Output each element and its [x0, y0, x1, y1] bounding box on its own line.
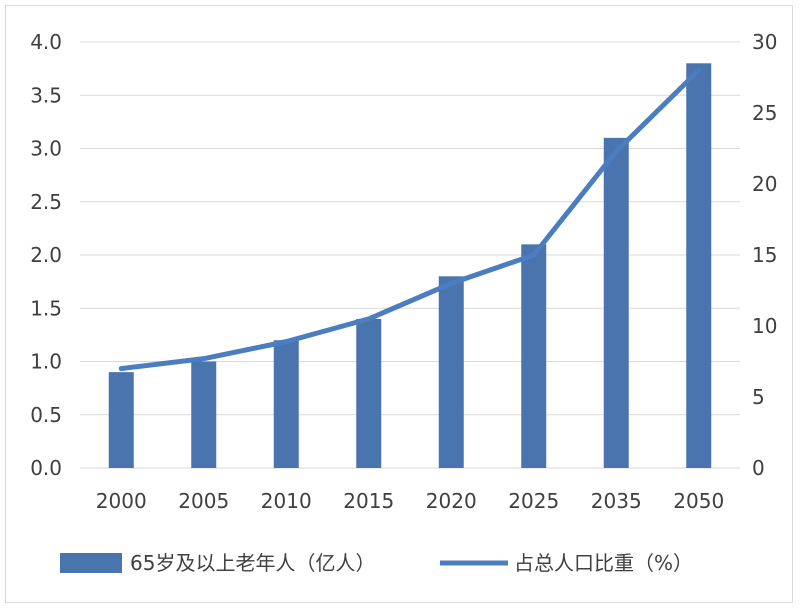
bar-2020	[438, 276, 464, 468]
bar-2010	[273, 340, 299, 468]
left-tick-label: 3.5	[30, 83, 62, 107]
x-tick-label: 2025	[508, 489, 559, 513]
left-tick-label: 4.0	[30, 30, 62, 54]
x-tick-label: 2015	[343, 489, 394, 513]
x-tick-label: 2050	[673, 489, 724, 513]
left-tick-label: 2.5	[30, 190, 62, 214]
bar-2035	[603, 137, 629, 468]
legend-bar-swatch	[60, 553, 122, 573]
bar-2000	[108, 372, 134, 468]
left-axis-ticks: 0.0 0.5 1.0 1.5 2.0 2.5 3.0 3.5 4.0	[30, 30, 62, 480]
bar-2015	[356, 318, 382, 468]
grid-lines	[80, 41, 740, 469]
right-tick-label: 5	[752, 385, 765, 409]
bar-2050	[686, 63, 712, 469]
bar-series	[108, 63, 712, 469]
line-share-of-population	[118, 67, 702, 372]
left-tick-label: 1.5	[30, 296, 62, 320]
left-tick-label: 0.0	[30, 456, 62, 480]
left-tick-label: 2.0	[30, 243, 62, 267]
x-tick-label: 2010	[261, 489, 312, 513]
bar-2005	[191, 361, 217, 468]
x-tick-label: 2035	[591, 489, 642, 513]
x-axis-ticks: 2000 2005 2010 2015 2020 2025 2035 2050	[96, 489, 724, 513]
left-tick-label: 1.0	[30, 350, 62, 374]
right-tick-label: 0	[752, 456, 765, 480]
x-tick-label: 2000	[96, 489, 147, 513]
legend-line-label: 占总人口比重（%）	[514, 551, 693, 575]
bar-2025	[521, 244, 547, 468]
x-tick-label: 2020	[426, 489, 477, 513]
left-tick-label: 3.0	[30, 137, 62, 161]
right-tick-label: 25	[752, 101, 777, 125]
right-tick-label: 15	[752, 243, 777, 267]
line-series	[118, 67, 702, 372]
x-tick-label: 2005	[178, 489, 229, 513]
left-tick-label: 0.5	[30, 403, 62, 427]
right-tick-label: 10	[752, 314, 777, 338]
right-axis-ticks: 0 5 10 15 20 25 30	[752, 30, 777, 480]
legend-bar-label: 65岁及以上老年人（亿人）	[130, 551, 375, 575]
right-tick-label: 20	[752, 172, 777, 196]
right-tick-label: 30	[752, 30, 777, 54]
legend: 65岁及以上老年人（亿人） 占总人口比重（%）	[60, 551, 693, 575]
